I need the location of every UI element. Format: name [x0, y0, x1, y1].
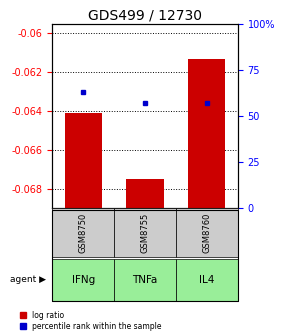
Text: GSM8760: GSM8760 — [202, 212, 211, 253]
Text: GSM8755: GSM8755 — [140, 213, 150, 253]
Text: agent ▶: agent ▶ — [10, 275, 46, 284]
Text: TNFa: TNFa — [132, 275, 158, 285]
Text: GSM8750: GSM8750 — [79, 213, 88, 253]
Bar — [188, 58, 225, 208]
Text: IL4: IL4 — [199, 275, 215, 285]
Legend: log ratio, percentile rank within the sample: log ratio, percentile rank within the sa… — [18, 309, 163, 332]
Text: IFNg: IFNg — [72, 275, 95, 285]
Bar — [126, 179, 164, 208]
Title: GDS499 / 12730: GDS499 / 12730 — [88, 8, 202, 23]
Bar — [65, 113, 102, 208]
